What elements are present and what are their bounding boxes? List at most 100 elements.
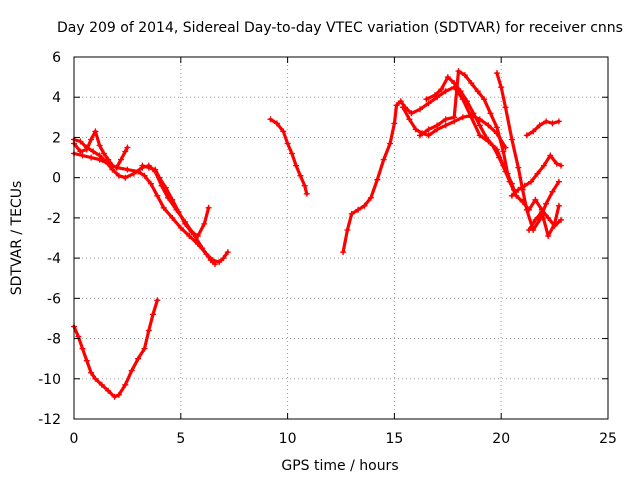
x-tick-label: 25: [599, 431, 617, 447]
data-point: [442, 88, 449, 95]
data-point: [122, 381, 129, 388]
data-point: [508, 180, 515, 187]
data-point: [177, 224, 184, 231]
data-point: [220, 255, 227, 262]
data-point: [169, 214, 176, 221]
data-point: [152, 166, 159, 173]
data-point: [115, 172, 122, 179]
data-point: [194, 233, 201, 239]
data-point: [150, 311, 156, 318]
data-point: [128, 367, 135, 374]
data-point: [186, 233, 193, 239]
data-point: [538, 208, 545, 215]
data-point: [545, 233, 552, 239]
data-point: [124, 166, 131, 173]
x-tick-label: 20: [492, 431, 510, 447]
data-point: [423, 96, 430, 103]
data-point: [188, 229, 195, 235]
data-point: [124, 144, 131, 151]
data-point: [344, 227, 351, 233]
data-point: [284, 140, 291, 147]
data-point: [555, 118, 562, 125]
data-point: [267, 116, 274, 123]
data-point: [532, 196, 539, 203]
y-tick-label: -10: [38, 372, 61, 388]
data-point: [483, 134, 490, 141]
series-arc-11: [493, 70, 562, 233]
series-arc-13: [523, 118, 562, 139]
data-point: [118, 156, 124, 163]
data-point: [425, 100, 432, 107]
data-point: [530, 128, 537, 135]
data-point: [412, 126, 419, 133]
data-point: [498, 84, 505, 91]
data-point: [288, 150, 295, 157]
data-point: [481, 96, 488, 103]
y-tick-label: 2: [52, 130, 61, 146]
data-point: [92, 128, 99, 135]
data-point: [175, 208, 182, 215]
data-point: [100, 150, 107, 157]
data-point: [216, 259, 223, 266]
data-point: [545, 214, 552, 221]
data-point: [442, 122, 449, 129]
data-point: [502, 104, 509, 111]
data-point: [303, 190, 310, 197]
y-tick-label: 6: [52, 50, 61, 66]
data-point: [77, 138, 84, 145]
data-point: [115, 391, 122, 398]
data-point: [496, 154, 503, 161]
data-point: [408, 110, 415, 117]
data-point: [508, 192, 515, 199]
data-point: [549, 120, 556, 127]
data-point: [156, 174, 163, 181]
series-arc-9: [417, 68, 517, 193]
data-point: [273, 120, 280, 127]
data-point: [111, 393, 118, 400]
data-point: [141, 345, 148, 352]
data-point: [532, 216, 539, 223]
series-line: [527, 204, 561, 238]
data-point: [468, 80, 475, 87]
data-point: [348, 210, 355, 217]
series-line: [424, 75, 514, 186]
data-point: [367, 194, 374, 201]
y-tick-label: 0: [52, 171, 61, 187]
data-point: [406, 116, 413, 123]
data-point: [540, 162, 547, 169]
data-point: [425, 132, 432, 139]
x-tick-label: 5: [176, 431, 185, 447]
data-point: [526, 227, 532, 233]
data-point: [209, 257, 216, 264]
data-point: [83, 144, 90, 151]
data-point: [88, 136, 95, 143]
data-point: [88, 369, 95, 376]
data-point: [417, 106, 423, 113]
data-point: [391, 120, 398, 127]
series-arc-4: [139, 162, 212, 239]
data-point: [122, 174, 129, 181]
series-arc-6: [267, 116, 310, 197]
data-point: [380, 156, 387, 163]
data-point: [523, 132, 530, 139]
data-point: [451, 114, 458, 121]
data-point: [355, 206, 362, 213]
data-point: [459, 114, 466, 121]
y-tick-label: -8: [47, 332, 61, 348]
data-point: [461, 72, 468, 79]
data-point: [297, 172, 304, 179]
data-point: [547, 152, 554, 159]
data-point: [361, 202, 368, 209]
data-point: [555, 202, 562, 209]
plot-frame: [73, 56, 609, 420]
y-tick-label: -12: [38, 412, 61, 428]
data-point: [83, 357, 90, 364]
data-point: [457, 88, 464, 95]
data-point: [555, 178, 562, 185]
data-point: [182, 220, 189, 227]
data-point: [162, 184, 169, 191]
series-arc-3: [71, 150, 231, 266]
data-point: [135, 168, 142, 175]
data-point: [543, 118, 550, 125]
